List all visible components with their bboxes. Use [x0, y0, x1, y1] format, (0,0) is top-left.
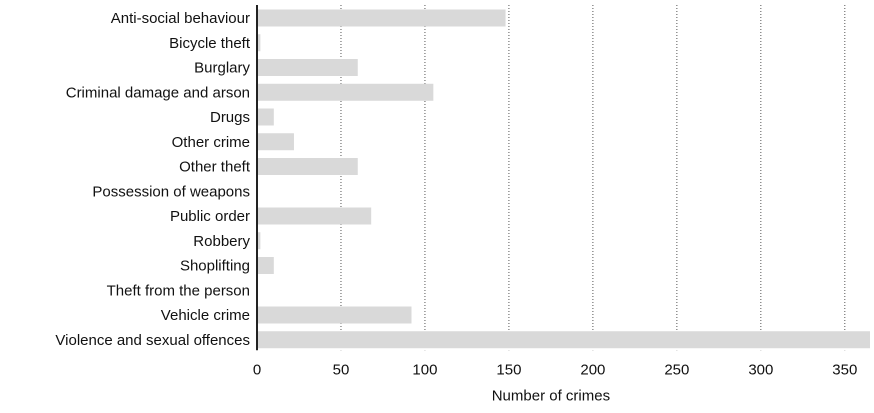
- category-label-public-order: Public order: [170, 208, 250, 225]
- category-label-shoplifting: Shoplifting: [180, 258, 250, 275]
- category-label-drugs: Drugs: [210, 109, 250, 126]
- x-tick-label-350: 350: [832, 361, 857, 378]
- grid-layer: [340, 5, 846, 351]
- bar-other-crime: [257, 133, 294, 151]
- bar-other-theft: [257, 158, 358, 175]
- bar-vehicle-crime: [257, 306, 412, 324]
- category-label-anti-social-behaviour: Anti-social behaviour: [111, 10, 250, 27]
- x-tick-label-250: 250: [664, 361, 689, 378]
- category-label-violence-and-sexual-offences: Violence and sexual offences: [55, 332, 250, 349]
- bar-burglary: [257, 59, 358, 76]
- category-label-vehicle-crime: Vehicle crime: [161, 307, 250, 324]
- x-axis-title: Number of crimes: [492, 387, 610, 404]
- category-label-burglary: Burglary: [194, 60, 250, 77]
- x-tick-label-50: 50: [333, 361, 350, 378]
- bar-public-order: [257, 207, 372, 225]
- category-labels: Anti-social behaviour Bicycle theft Burgla…: [55, 10, 250, 349]
- category-label-bicycle-theft: Bicycle theft: [169, 35, 251, 52]
- x-tick-label-0: 0: [253, 361, 261, 378]
- bar-anti-social-behaviour: [257, 9, 506, 27]
- category-label-theft-from-the-person: Theft from the person: [107, 282, 250, 299]
- category-label-criminal-damage-and-arson: Criminal damage and arson: [66, 84, 250, 101]
- x-tick-labels: 0 50 100 150 200 250 300 350: [253, 361, 857, 378]
- x-tick-label-300: 300: [748, 361, 773, 378]
- category-label-possession-of-weapons: Possession of weapons: [92, 183, 250, 200]
- bar-criminal-damage-and-arson: [257, 83, 434, 101]
- bar-layer: [257, 9, 870, 349]
- category-label-robbery: Robbery: [193, 233, 250, 250]
- bar-violence-and-sexual-offences: [257, 331, 870, 349]
- category-label-other-crime: Other crime: [172, 134, 250, 151]
- bar-drugs: [257, 108, 274, 126]
- bar-bicycle-theft: [257, 34, 261, 52]
- category-label-other-theft: Other theft: [179, 159, 251, 176]
- bar-robbery: [257, 232, 261, 250]
- x-tick-label-150: 150: [496, 361, 521, 378]
- x-tick-label-100: 100: [412, 361, 437, 378]
- x-tick-label-200: 200: [580, 361, 605, 378]
- bar-shoplifting: [257, 257, 274, 274]
